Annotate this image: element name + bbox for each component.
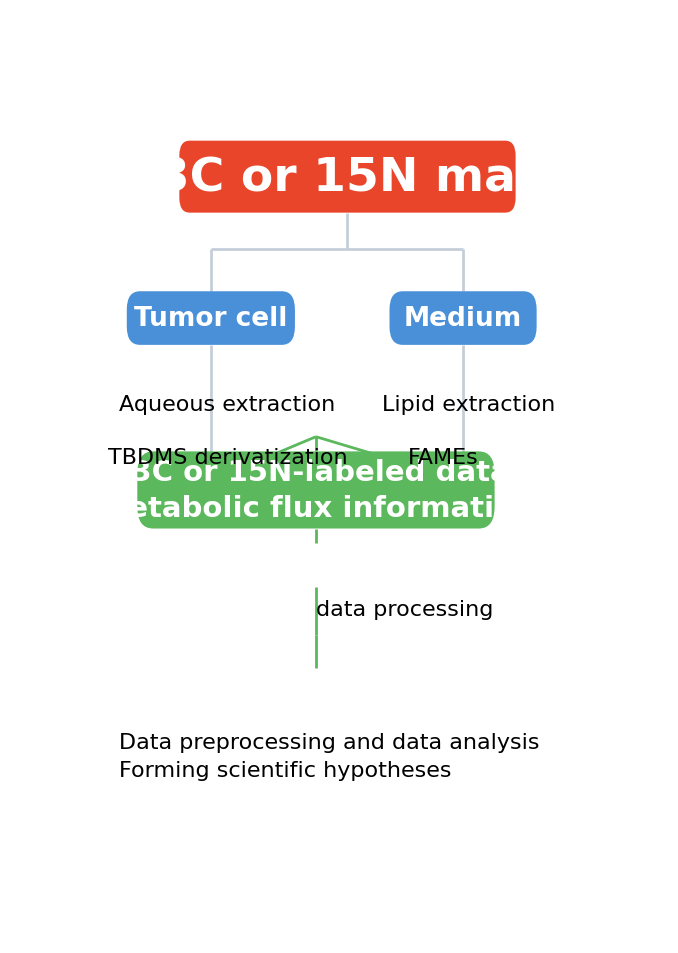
Text: TBDMS derivatization: TBDMS derivatization (108, 448, 348, 468)
FancyBboxPatch shape (179, 141, 516, 213)
Text: Medium: Medium (404, 306, 522, 332)
Text: Aqueous extraction: Aqueous extraction (119, 395, 335, 415)
Text: data processing: data processing (316, 599, 494, 619)
FancyBboxPatch shape (137, 452, 495, 529)
FancyBboxPatch shape (127, 292, 295, 346)
Text: 13C or 15N-labeled data-
metabolic flux information: 13C or 15N-labeled data- metabolic flux … (98, 458, 534, 522)
Text: FAMEs: FAMEs (408, 448, 479, 468)
Text: Data preprocessing and data analysis
Forming scientific hypotheses: Data preprocessing and data analysis For… (119, 733, 540, 781)
FancyBboxPatch shape (389, 292, 537, 346)
Text: Tumor cell: Tumor cell (134, 306, 287, 332)
Text: 13C or 15N mark: 13C or 15N mark (124, 155, 571, 200)
Text: Lipid extraction: Lipid extraction (382, 395, 555, 415)
